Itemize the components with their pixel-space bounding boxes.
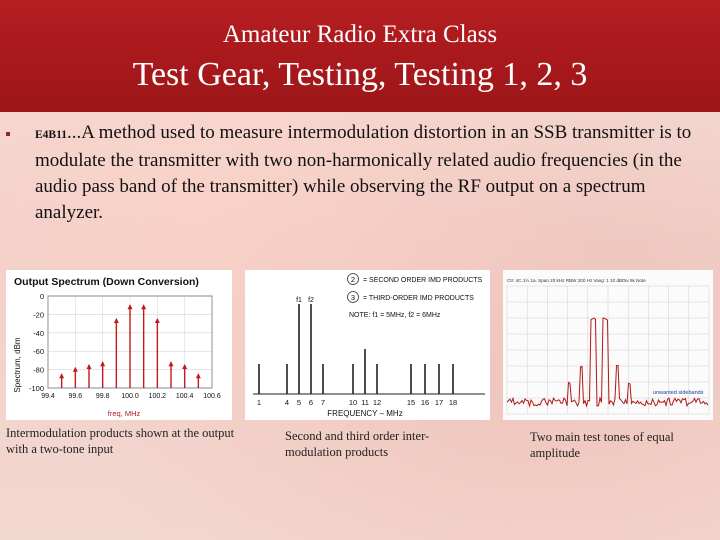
x-tick-label: 99.6: [69, 393, 83, 400]
spectrum-bar-head: [113, 318, 119, 323]
svg-text:3: 3: [351, 293, 355, 302]
spectrum-bar-head: [182, 364, 188, 369]
y-axis-label: Spectrum, dBm: [13, 337, 22, 392]
x-tick-label: 100.4: [176, 393, 194, 400]
spectrum-bar-head: [195, 373, 201, 379]
analyzer-display: Ctr: 4C.1½ 1a. Span 20 kHz RBW 200 Hz Va…: [506, 277, 710, 415]
imd-products-figure: 2 = SECOND ORDER IMD PRODUCTS 3 = THIRD-…: [245, 270, 490, 420]
x-tick-label: 99.8: [96, 393, 110, 400]
output-spectrum-chart: Output Spectrum (Down Conversion) Spectr…: [13, 276, 221, 418]
y-tick-label: 0: [40, 292, 44, 301]
y-tick-label: -100: [29, 384, 44, 393]
unwanted-sidebands-label: unwanted sidebands: [653, 390, 704, 396]
legend-third-order: = THIRD-ORDER IMD PRODUCTS: [363, 295, 474, 302]
figure-caption-2: Second and third order inter-modulation …: [285, 429, 430, 459]
x-tick-label: 100.2: [149, 393, 167, 400]
y-tick-label: -20: [33, 310, 44, 319]
x-tick-label: 1: [257, 398, 261, 407]
chart-title: Output Spectrum (Down Conversion): [14, 276, 199, 288]
spectrum-bar-head: [141, 304, 147, 310]
x-axis-label: FREQUENCY – MHz: [327, 409, 402, 418]
x-tick-label: 11: [361, 398, 369, 407]
imd-note: NOTE: f1 = 5MHz, f2 = 6MHz: [349, 312, 441, 319]
spectrum-bar-head: [154, 318, 160, 323]
slide-title: Test Gear, Testing, Testing 1, 2, 3: [132, 56, 588, 93]
y-tick-label: -60: [33, 347, 44, 356]
figure-caption-3: Two main test tones of equal amplitude: [530, 430, 674, 460]
x-tick-label: 12: [373, 398, 381, 407]
x-tick-label: 100.6: [203, 393, 221, 400]
spectrum-bar-head: [127, 304, 133, 310]
x-tick-label: 99.4: [41, 393, 55, 400]
analyzer-status-line: Ctr: 4C.1½ 1a. Span 20 kHz RBW 200 Hz Va…: [507, 277, 646, 283]
x-tick-label: 15: [407, 398, 415, 407]
tone-label-f2: f2: [308, 297, 314, 304]
question-body: ...A method used to measure intermodulat…: [35, 122, 692, 223]
output-spectrum-figure: Output Spectrum (Down Conversion) Spectr…: [6, 270, 232, 420]
x-tick-label: 18: [449, 398, 457, 407]
spectrum-bar-head: [59, 373, 65, 379]
x-tick-label: 6: [309, 398, 313, 407]
question-code: E4B11: [35, 129, 67, 141]
second-order-legend-icon: [347, 273, 359, 285]
spectrum-bar-head: [72, 366, 78, 372]
figure-caption-1: Intermodulation products shown at the ou…: [6, 426, 235, 456]
x-tick-label: 16: [421, 398, 429, 407]
x-tick-label: 10: [349, 398, 357, 407]
spectrum-bar-head: [168, 361, 174, 367]
x-tick-label: 4: [285, 398, 289, 407]
y-tick-label: -80: [33, 366, 44, 375]
x-tick-label: 7: [321, 398, 325, 407]
spectrum-bar-head: [86, 364, 92, 369]
spectrum-bar-head: [100, 361, 106, 367]
analyzer-trace: [506, 317, 709, 408]
tone-label-f1: f1: [296, 297, 302, 304]
slide-header: Amateur Radio Extra Class Test Gear, Tes…: [0, 0, 720, 112]
imd-products-chart: 2 = SECOND ORDER IMD PRODUCTS 3 = THIRD-…: [253, 273, 485, 418]
x-tick-label: 5: [297, 398, 301, 407]
legend-second-order: = SECOND ORDER IMD PRODUCTS: [363, 277, 483, 284]
svg-text:2: 2: [351, 275, 355, 284]
x-tick-label: 100.0: [121, 393, 139, 400]
x-axis-label: freq, MHz: [108, 409, 141, 418]
x-tick-label: 17: [435, 398, 443, 407]
analyzer-display-figure: Ctr: 4C.1½ 1a. Span 20 kHz RBW 200 Hz Va…: [503, 270, 713, 420]
question-text-block: E4B11...A method used to measure intermo…: [35, 120, 715, 226]
third-order-legend-icon: [347, 291, 359, 303]
y-tick-label: -40: [33, 329, 44, 338]
slide-subtitle: Amateur Radio Extra Class: [222, 21, 498, 48]
bullet-icon: [6, 132, 10, 136]
